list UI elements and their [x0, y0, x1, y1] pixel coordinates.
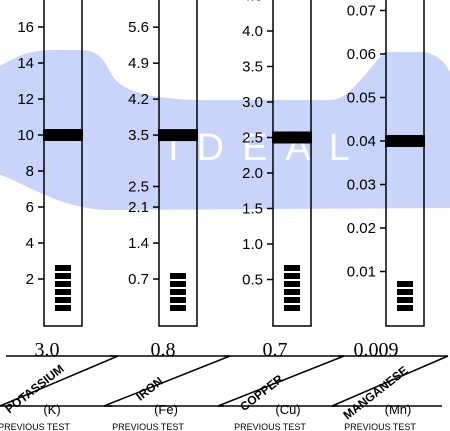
level-segment-manganese: [397, 305, 413, 311]
value-potassium: 3.0: [34, 339, 60, 361]
tick-label-manganese: 0.01: [347, 264, 376, 281]
meter-tube-manganese: [385, 0, 425, 327]
nutrient-label-iron: IRON: [133, 374, 165, 404]
level-segment-iron: [170, 289, 186, 295]
tick-label-iron: 1.4: [128, 235, 149, 252]
tick-label-copper: 2.5: [242, 130, 263, 147]
meter-tube-copper: [272, 0, 312, 327]
symbol-label-potassium: (K): [43, 402, 60, 417]
symbol-label-iron: (Fe): [154, 402, 178, 417]
tick-label-manganese: 0.05: [347, 90, 376, 107]
tick-label-iron: 2.5: [128, 179, 149, 196]
footer-label-potassium: PREVIOUS TEST: [0, 422, 70, 431]
tick-label-potassium: 4: [26, 235, 34, 252]
value-iron: 0.8: [150, 339, 176, 361]
level-segment-copper: [284, 289, 300, 295]
tick-label-potassium: 10: [17, 127, 34, 144]
meter-tube-iron: [158, 0, 198, 327]
symbol-label-manganese: (Mn): [385, 402, 412, 417]
level-segment-copper: [284, 265, 300, 271]
value-copper: 0.7: [262, 339, 288, 361]
level-segment-manganese: [397, 289, 413, 295]
level-segment-iron: [170, 281, 186, 287]
label-slash-potassium: [0, 355, 119, 407]
tick-label-copper: 0.5: [242, 272, 263, 289]
tick-label-manganese: 0.06: [347, 46, 376, 63]
footer-label-copper: PREVIOUS TEST: [234, 422, 306, 431]
footer-label-iron: PREVIOUS TEST: [112, 422, 184, 431]
tick-label-iron: 3.5: [128, 127, 149, 144]
tick-label-iron: 4.9: [128, 55, 149, 72]
ideal-band-label: IDEAL: [168, 127, 368, 169]
symbol-label-copper: (Cu): [275, 402, 300, 417]
tick-label-potassium: 2: [26, 271, 34, 288]
tick-label-copper: 3.5: [242, 59, 263, 76]
tick-label-iron: 0.7: [128, 271, 149, 288]
tick-label-copper: 1.0: [242, 236, 263, 253]
level-segment-copper: [284, 273, 300, 279]
label-slash-manganese: [331, 355, 449, 407]
tick-label-copper: 1.5: [242, 201, 263, 218]
tick-label-iron: 5.6: [128, 19, 149, 36]
ideal-marker-potassium: [43, 129, 83, 141]
level-segment-iron: [170, 305, 186, 311]
tick-label-manganese: 0.03: [347, 177, 376, 194]
level-segment-copper: [284, 281, 300, 287]
ideal-marker-manganese: [385, 135, 425, 147]
level-segment-iron: [170, 297, 186, 303]
tick-label-manganese: 0.04: [347, 133, 376, 150]
tick-label-potassium: 8: [26, 163, 34, 180]
tick-label-copper: 2.0: [242, 165, 263, 182]
tick-label-potassium: 14: [17, 55, 34, 72]
tick-label-iron: 2.1: [128, 199, 149, 216]
tick-label-potassium: 16: [17, 19, 34, 36]
level-segment-potassium: [55, 305, 71, 311]
level-segment-manganese: [397, 281, 413, 287]
tick-label-potassium: 6: [26, 199, 34, 216]
tick-label-copper: 4.0: [242, 23, 263, 40]
ideal-marker-iron: [158, 129, 198, 142]
label-slash-iron: [103, 355, 231, 407]
tick-label-potassium: 12: [17, 91, 34, 108]
level-segment-potassium: [55, 281, 71, 287]
ideal-marker-copper: [272, 131, 312, 144]
meter-tube-potassium: [43, 0, 83, 327]
tick-label-iron: 4.2: [128, 91, 149, 108]
level-segment-potassium: [55, 273, 71, 279]
tick-label-copper: 4.5: [242, 0, 263, 5]
label-slash-copper: [217, 355, 345, 407]
ideal-band: [0, 50, 450, 210]
level-segment-potassium: [55, 289, 71, 295]
level-segment-potassium: [55, 297, 71, 303]
footer-label-manganese: PREVIOUS TEST: [344, 422, 416, 431]
level-segment-iron: [170, 273, 186, 279]
level-segment-copper: [284, 297, 300, 303]
level-segment-potassium: [55, 265, 71, 271]
level-segment-copper: [284, 305, 300, 311]
value-manganese: 0.009: [353, 339, 399, 361]
tick-label-manganese: 0.07: [347, 3, 376, 20]
tick-label-manganese: 0.02: [347, 220, 376, 237]
tick-label-copper: 3.0: [242, 94, 263, 111]
level-segment-manganese: [397, 297, 413, 303]
